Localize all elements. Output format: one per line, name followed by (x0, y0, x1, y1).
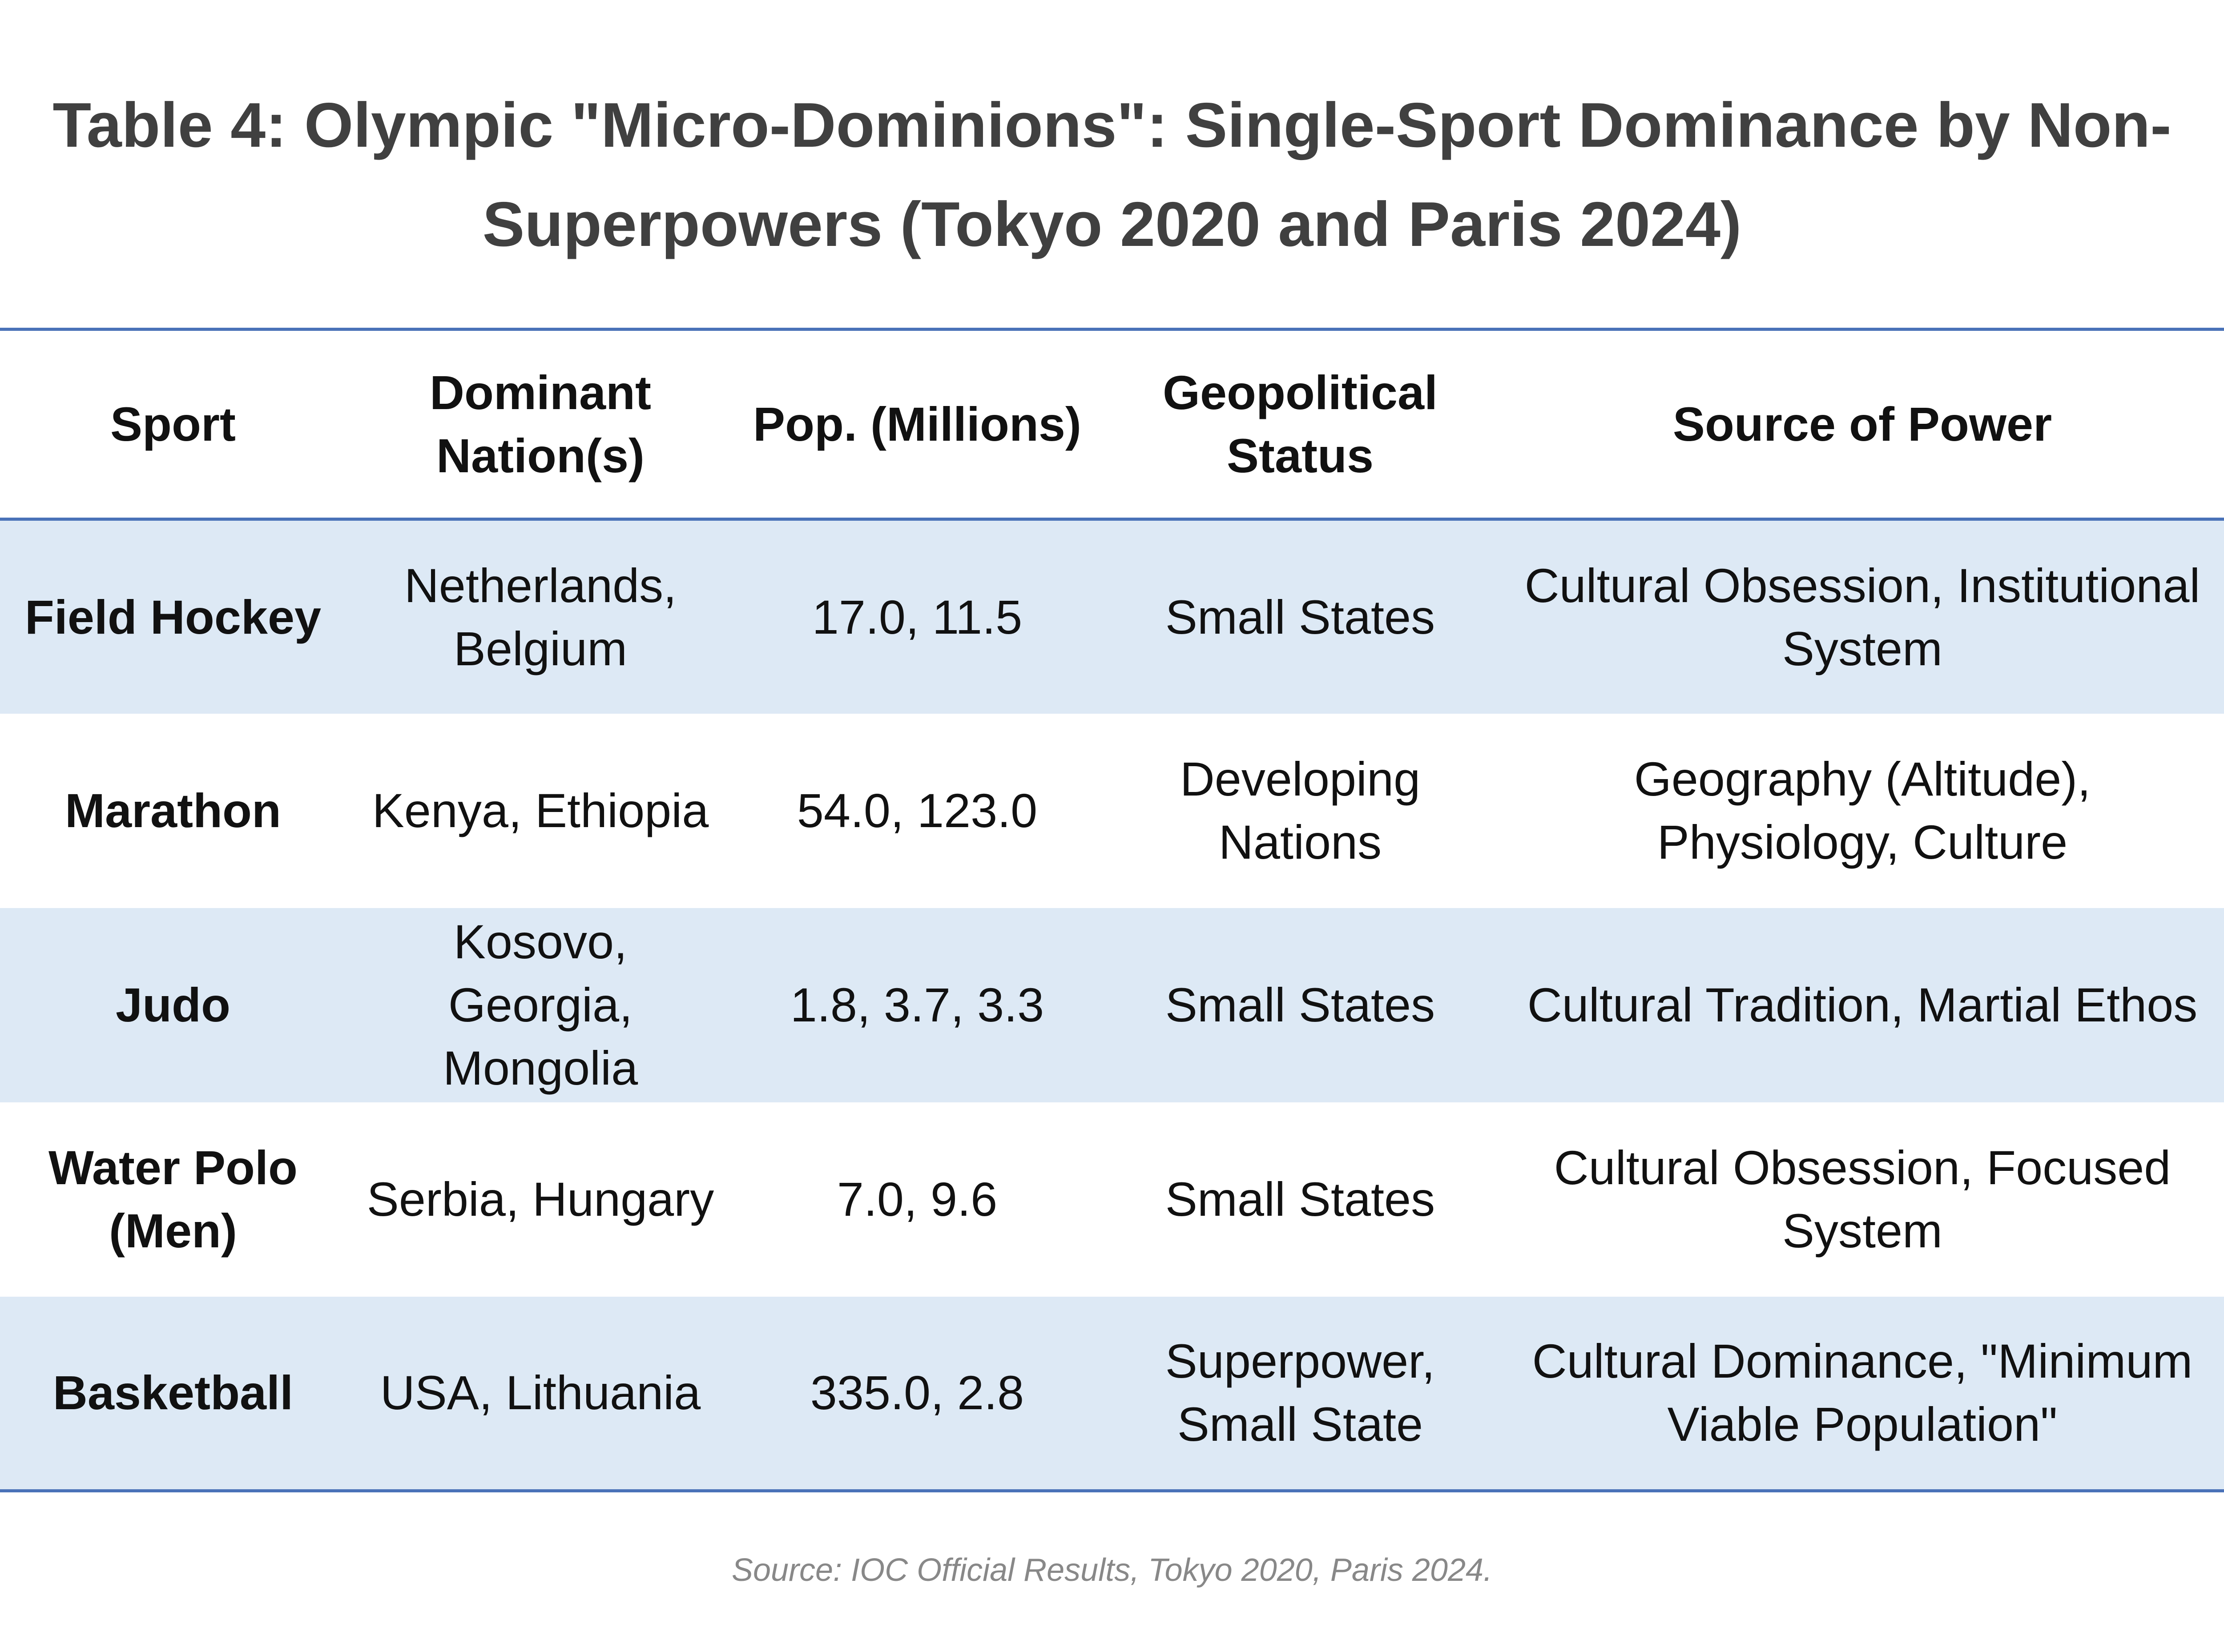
table-cell: Cultural Obsession, Institutional System (1524, 558, 2200, 675)
table-cell: Cultural Dominance, "Minimum Viable Popu… (1532, 1334, 2193, 1451)
table-row: Field Hockey Netherlands, Belgium 17.0, 11… (0, 519, 2224, 714)
table-cell: Water Polo (Men) (48, 1141, 298, 1258)
header-cell: Geopolitical Status (1100, 329, 1501, 521)
header-cell: Source of Power (1501, 329, 2224, 521)
table-cell: Basketball (52, 1366, 294, 1420)
table-row: Basketball USA, Lithuania 335.0, 2.8 Superp… (0, 1296, 2224, 1491)
table-cell: 17.0, 11.5 (812, 590, 1023, 644)
table-cell: Kenya, Ethiopia (372, 784, 709, 837)
table-cell: Marathon (65, 784, 281, 837)
table-cell: 1.8, 3.7, 3.3 (790, 978, 1044, 1032)
table-cell: Geography (Altitude), Physiology, Cultur… (1634, 752, 2091, 869)
table-cell: Field Hockey (24, 590, 322, 644)
table-cell: Small States (1165, 978, 1435, 1032)
table-cell: Small States (1165, 1172, 1435, 1226)
table-cell: 335.0, 2.8 (810, 1366, 1024, 1420)
table-cell: Cultural Obsession, Focused System (1554, 1141, 2171, 1258)
table-row: Water Polo (Men) Serbia, Hungary 7.0, 9.6 S… (0, 1102, 2224, 1297)
table-cell: 7.0, 9.6 (837, 1172, 998, 1226)
table-cell: Small States (1165, 590, 1435, 644)
table-header: Sport Dominant Nation(s) Pop. (Millions) Ge… (0, 329, 2224, 521)
title: Table 4: Olympic "Micro-Dominions": Sing… (52, 90, 2172, 260)
table-row: Judo Kosovo, Georgia, Mongolia 1.8, 3.7, 3… (0, 908, 2224, 1102)
table-cell: USA, Lithuania (380, 1366, 701, 1420)
table-body: Field Hockey Netherlands, Belgium 17.0, 11… (0, 519, 2224, 1491)
table-cell: Superpower, Small State (1165, 1334, 1435, 1451)
table-cell: Netherlands, Belgium (404, 558, 677, 675)
table-cell: 54.0, 123.0 (797, 784, 1038, 837)
table-cell: Kosovo, Georgia, Mongolia (443, 915, 638, 1095)
source-note: Source: IOC Official Results, Tokyo 2020… (731, 1552, 1493, 1588)
table-cell: Developing Nations (1180, 752, 1421, 869)
header-cell: Pop. (Millions) (735, 329, 1100, 521)
table-cell: Serbia, Hungary (367, 1172, 714, 1226)
header-cell: Sport (0, 329, 346, 521)
table-cell: Cultural Tradition, Martial Ethos (1527, 978, 2198, 1032)
table-row: Marathon Kenya, Ethiopia 54.0, 123.0 Develo… (0, 714, 2224, 908)
header-cell: Dominant Nation(s) (346, 329, 735, 521)
table: Sport Dominant Nation(s) Pop. (Millions) Ge… (0, 328, 2224, 1492)
header-row: Sport Dominant Nation(s) Pop. (Millions) Ge… (0, 329, 2224, 521)
table-cell: Judo (116, 978, 230, 1032)
